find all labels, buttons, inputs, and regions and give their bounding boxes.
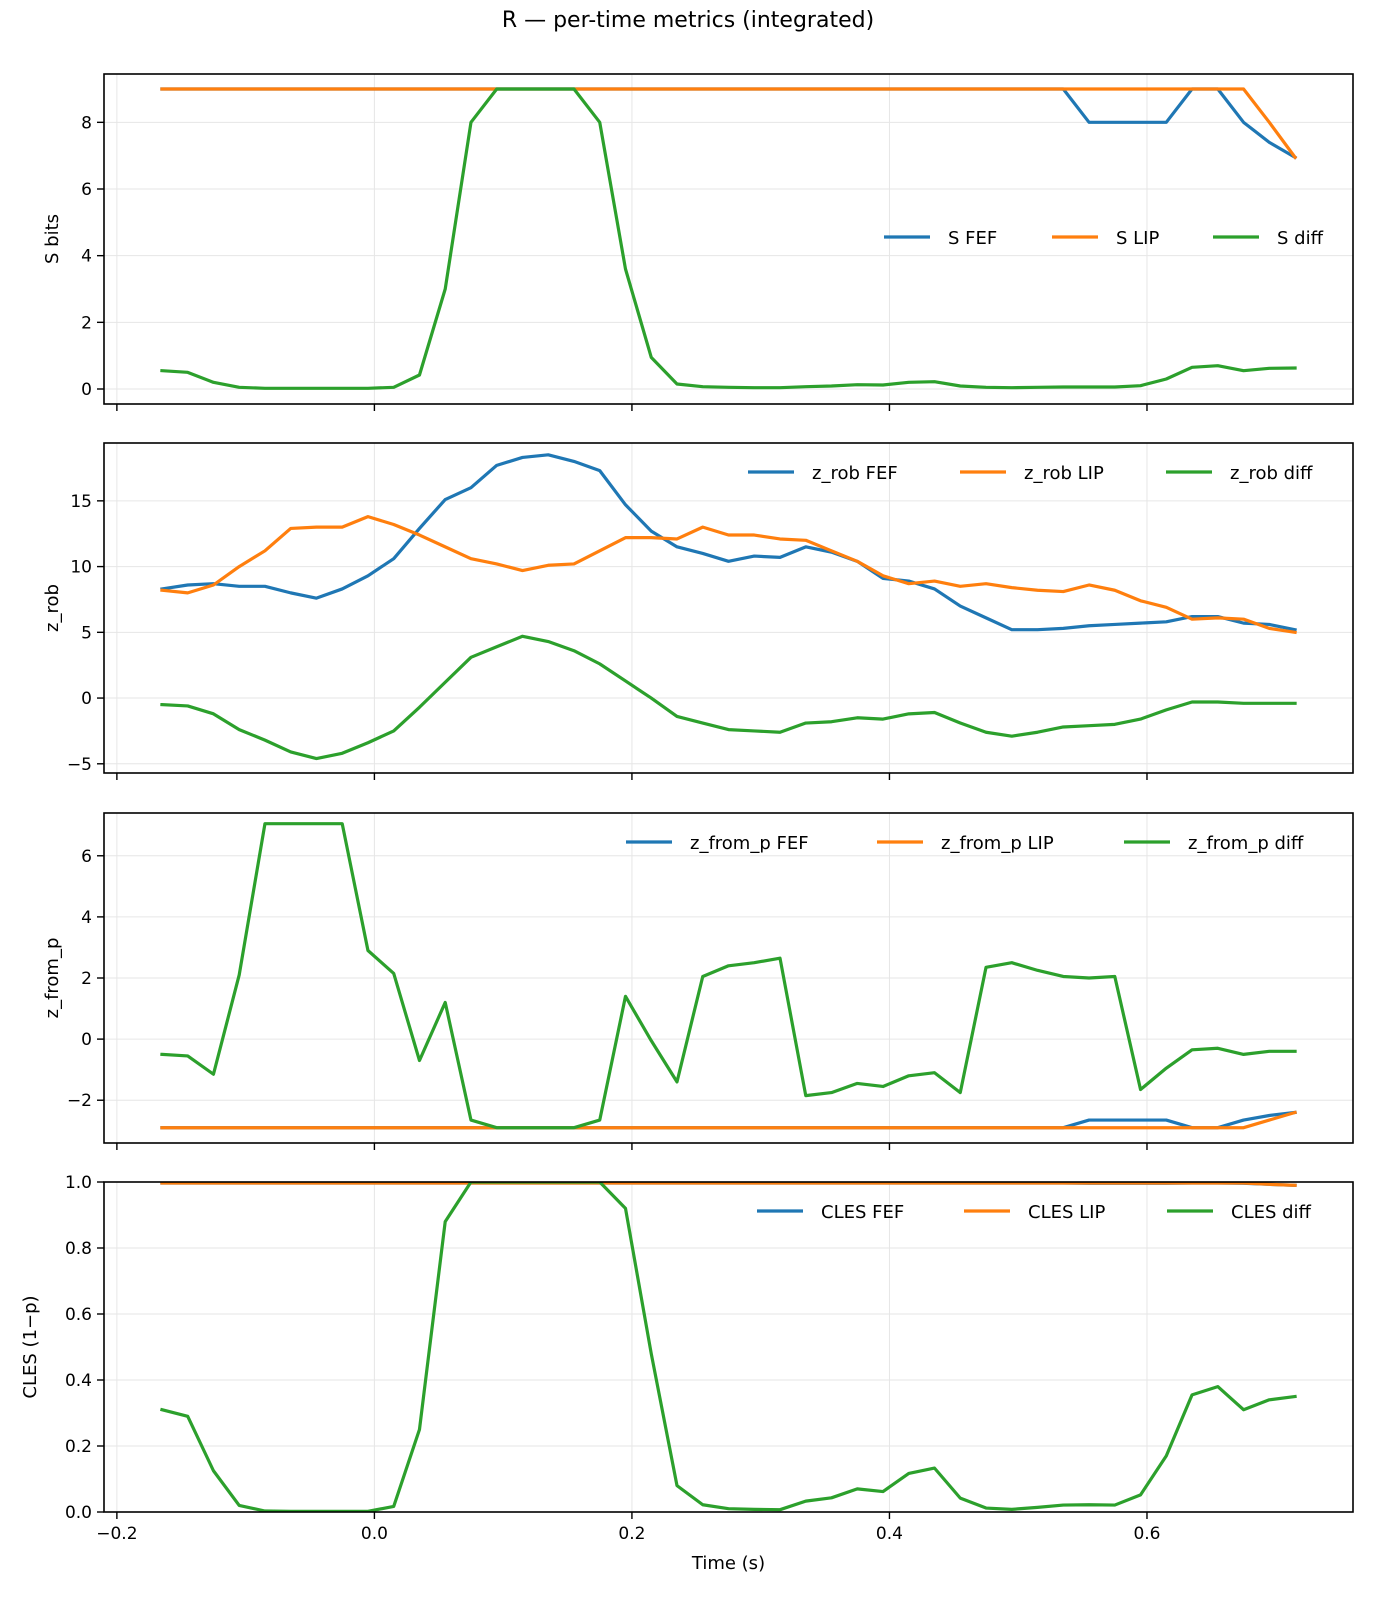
series-line-fef <box>160 1110 1297 1130</box>
gridlines <box>104 1181 1353 1513</box>
y-tick-label: 15 <box>70 492 92 512</box>
series-group <box>160 87 1298 390</box>
series-line-lip <box>160 515 1297 635</box>
axes-frame <box>103 73 1354 405</box>
y-axis-label: z_from_p <box>42 938 63 1019</box>
legend: z_from_p FEF z_from_p LIP z_from_p diff <box>626 833 1304 854</box>
panel-2: −5 0 5 10 15 z_rob z_rob FEF z_rob LIP z_rob dif… <box>42 442 1354 780</box>
y-tick-label: 6 <box>81 847 92 867</box>
legend-label-fef: z_from_p FEF <box>690 833 809 854</box>
x-tick-label: 0.0 <box>361 1524 388 1544</box>
legend: CLES FEF CLES LIP CLES diff <box>757 1202 1312 1223</box>
y-tick-label: 0.8 <box>65 1239 92 1259</box>
series-group <box>159 1182 1297 1512</box>
y-tick-label: 8 <box>81 113 92 133</box>
y-tick-label: 0.6 <box>65 1305 92 1325</box>
series-line-fef <box>160 87 1298 160</box>
y-tick-label: 0 <box>81 1030 92 1050</box>
figure-title: R — per-time metrics (integrated) <box>502 8 874 33</box>
series-group <box>160 822 1298 1130</box>
legend: z_rob FEF z_rob LIP z_rob diff <box>748 463 1313 484</box>
y-tick-label: 1.0 <box>65 1173 92 1193</box>
series-line-diff <box>160 87 1297 390</box>
axes-frame <box>103 1181 1354 1513</box>
y-tick-label: 0.2 <box>65 1437 92 1457</box>
legend-label-fef: CLES FEF <box>821 1202 904 1223</box>
y-tick-label: 4 <box>81 247 92 267</box>
y-tick-label: 6 <box>81 180 92 200</box>
panel-1: 0 2 4 6 8 S bits S FEF S LIP S diff <box>42 73 1354 411</box>
series-line-diff <box>159 1182 1297 1512</box>
series-line-fef <box>160 453 1297 632</box>
y-tick-label: 2 <box>81 313 92 333</box>
legend-label-diff: S diff <box>1277 228 1324 249</box>
x-tick-label: 0.2 <box>618 1524 645 1544</box>
x-tick-label: 0.6 <box>1133 1524 1160 1544</box>
y-tick-label: 0.4 <box>65 1371 92 1391</box>
y-tick-label: 10 <box>70 558 92 578</box>
y-tick-label: 0 <box>81 689 92 709</box>
y-tick-label: −5 <box>67 755 92 775</box>
y-tick-label: 2 <box>81 969 92 989</box>
gridlines <box>104 443 1353 773</box>
series-line-lip <box>160 1182 1297 1187</box>
legend-label-fef: S FEF <box>948 228 997 249</box>
series-line-lip <box>160 1110 1298 1130</box>
y-tick-label: 0 <box>81 380 92 400</box>
y-tick-label: 4 <box>81 908 92 928</box>
series-group <box>160 453 1297 761</box>
legend-label-lip: CLES LIP <box>1028 1202 1105 1223</box>
legend-label-lip: z_from_p LIP <box>941 833 1054 854</box>
legend: S FEF S LIP S diff <box>884 228 1324 249</box>
panels: 0 2 4 6 8 S bits S FEF S LIP S diff −5 0 5 10 15 z_rob… <box>20 73 1354 1574</box>
series-line-lip <box>160 87 1298 160</box>
legend-label-diff: CLES diff <box>1231 1202 1312 1223</box>
axes-frame <box>103 442 1354 774</box>
x-tick-label: 0.4 <box>876 1524 903 1544</box>
series-line-diff <box>160 634 1297 761</box>
y-tick-label: −2 <box>67 1091 92 1111</box>
gridlines <box>104 813 1353 1143</box>
legend-label-diff: z_rob diff <box>1230 463 1313 484</box>
y-axis-label: CLES (1−p) <box>20 1295 41 1398</box>
legend-label-diff: z_from_p diff <box>1188 833 1304 854</box>
legend-label-lip: z_rob LIP <box>1024 463 1104 484</box>
legend-label-fef: z_rob FEF <box>812 463 898 484</box>
x-axis-label: Time (s) <box>691 1553 765 1574</box>
y-axis-label: S bits <box>42 214 63 264</box>
y-tick-label: 5 <box>81 623 92 643</box>
x-tick-label: −0.2 <box>96 1524 137 1544</box>
y-axis-label: z_rob <box>42 584 63 632</box>
series-line-diff <box>160 822 1297 1130</box>
y-tick-label: 0.0 <box>65 1503 92 1523</box>
legend-label-lip: S LIP <box>1116 228 1159 249</box>
